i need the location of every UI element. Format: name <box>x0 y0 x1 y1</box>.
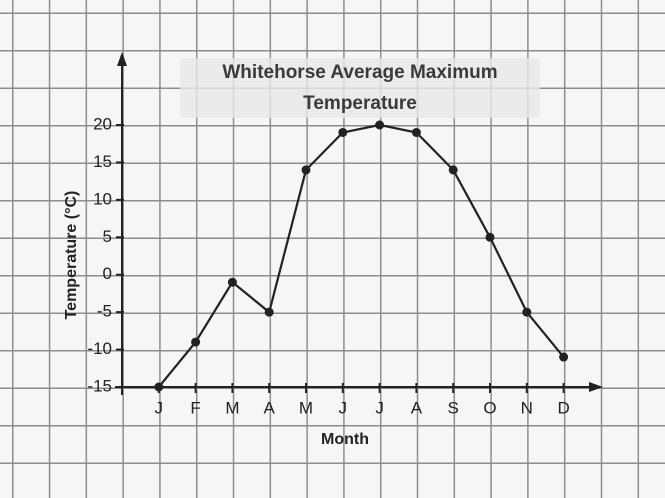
y-tick-label: -10 <box>87 339 112 358</box>
x-tick-label: M <box>299 398 313 417</box>
point <box>191 337 201 347</box>
x-tick-label: F <box>190 398 200 417</box>
x-tick-label: M <box>225 398 239 417</box>
point <box>227 277 237 287</box>
point <box>375 120 385 130</box>
chart-title: Whitehorse Average Maximum <box>222 62 497 83</box>
point <box>264 307 274 317</box>
y-tick-label: 0 <box>103 264 112 283</box>
x-tick-label: J <box>155 398 164 417</box>
point <box>448 165 458 175</box>
chart-title: Temperature <box>303 93 417 114</box>
point <box>522 307 532 317</box>
y-axis-label: Temperature (°C) <box>63 191 80 320</box>
point <box>485 232 495 242</box>
point <box>411 127 421 137</box>
x-tick-label: J <box>339 398 348 417</box>
x-arrow <box>589 382 603 392</box>
y-tick-label: 15 <box>93 152 112 171</box>
x-tick-label: N <box>521 398 533 417</box>
x-axis-label: Month <box>321 431 369 448</box>
x-tick-label: A <box>264 398 276 417</box>
x-tick-label: S <box>448 398 459 417</box>
y-arrow <box>117 52 127 66</box>
point <box>154 382 164 392</box>
y-tick-label: 20 <box>93 114 112 133</box>
point <box>559 352 569 362</box>
x-tick-label: D <box>557 398 569 417</box>
x-tick-label: O <box>483 398 496 417</box>
line <box>157 123 565 388</box>
title-backdrop <box>180 58 540 118</box>
x-tick-label: J <box>375 398 384 417</box>
y-tick-label: 5 <box>103 227 112 246</box>
y-tick-label: 10 <box>93 189 112 208</box>
x-tick-label: A <box>411 398 423 417</box>
y-tick-label: -15 <box>87 376 112 395</box>
y-tick-label: -5 <box>97 302 112 321</box>
point <box>338 127 348 137</box>
point <box>301 165 311 175</box>
